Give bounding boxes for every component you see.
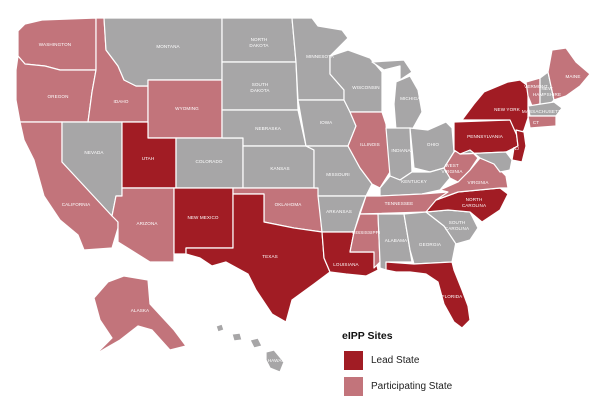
label-north-carolina-2: CAROLINA: [462, 203, 487, 208]
label-new-hampshire-2: HAMPSHIRE: [533, 92, 561, 97]
label-oklahoma: OKLAHOMA: [275, 202, 303, 207]
state-labels: WASHINGTON OREGON CALIFORNIA IDAHO NEVAD…: [39, 37, 581, 363]
label-kentucky: KENTUCKY: [401, 179, 427, 184]
state-connecticut-ri: [527, 115, 557, 129]
label-mississippi: MISSISSIPPI: [352, 230, 380, 235]
label-minnesota: MINNESOTA: [306, 54, 335, 59]
label-connecticut: CT: [533, 120, 539, 125]
label-west-virginia-2: VIRGINIA: [442, 169, 464, 174]
label-virginia: VIRGINIA: [468, 180, 490, 185]
state-maine: [547, 47, 591, 101]
label-montana: MONTANA: [156, 44, 180, 49]
label-wyoming: WYOMING: [175, 106, 199, 111]
label-new-mexico: NEW MEXICO: [187, 215, 218, 220]
state-massachusetts: [527, 101, 563, 117]
legend-swatch-participating: [344, 377, 363, 396]
label-washington: WASHINGTON: [39, 42, 71, 47]
label-california: CALIFORNIA: [62, 202, 91, 207]
state-montana: [103, 17, 223, 87]
legend-title: eIPP Sites: [342, 330, 393, 342]
state-hawaii: [215, 323, 285, 373]
state-alaska: [93, 275, 187, 355]
label-illinois: ILLINOIS: [360, 142, 380, 147]
label-arkansas: ARKANSAS: [326, 209, 352, 214]
label-south-dakota-2: DAKOTA: [250, 88, 270, 93]
label-colorado: COLORADO: [195, 159, 222, 164]
label-pennsylvania: PENNSYLVANIA: [467, 134, 504, 139]
label-idaho: IDAHO: [113, 99, 128, 104]
label-west-virginia-1: WEST: [445, 163, 459, 168]
legend-swatch-lead: [344, 351, 363, 370]
label-south-carolina-2: CAROLINA: [445, 226, 470, 231]
label-indiana: INDIANA: [391, 148, 411, 153]
label-maine: MAINE: [565, 74, 580, 79]
label-florida: FLORIDA: [442, 294, 463, 299]
label-texas: TEXAS: [262, 254, 278, 259]
label-oregon: OREGON: [47, 94, 68, 99]
label-north-dakota-1: NORTH: [251, 37, 268, 42]
label-new-hampshire-1: NEW: [541, 86, 553, 91]
label-alaska: ALASKA: [131, 308, 150, 313]
label-nebraska: NEBRASKA: [255, 126, 282, 131]
label-tennessee: TENNESSEE: [385, 201, 414, 206]
label-georgia: GEORGIA: [419, 242, 442, 247]
legend-item-participating: Participating State: [344, 377, 452, 396]
label-new-jersey: NJ: [513, 146, 519, 151]
label-massachusetts: MASSACHUSETTS: [522, 109, 564, 114]
label-nevada: NEVADA: [84, 150, 104, 155]
legend-label-lead: Lead State: [371, 355, 420, 366]
state-indiana: [385, 127, 413, 181]
label-south-carolina-1: SOUTH: [449, 220, 466, 225]
state-new-jersey: [511, 129, 527, 163]
label-louisiana: LOUISIANA: [333, 262, 359, 267]
label-south-dakota-1: SOUTH: [252, 82, 269, 87]
label-vermont: VERMONT: [524, 84, 548, 89]
state-delaware-maryland: [459, 149, 513, 173]
label-iowa: IOWA: [320, 120, 333, 125]
label-arizona: ARIZONA: [136, 221, 158, 226]
state-illinois: [347, 111, 391, 189]
label-kansas: KANSAS: [270, 166, 289, 171]
label-ohio: OHIO: [427, 142, 439, 147]
state-texas: [185, 193, 331, 323]
state-florida: [385, 261, 471, 329]
label-michigan: MICHIGAN: [400, 96, 424, 101]
label-north-carolina-1: NORTH: [466, 197, 483, 202]
label-hawaii: HAWAII: [268, 358, 285, 363]
map-legend: eIPP Sites Lead State Participating Stat…: [342, 330, 542, 396]
legend-item-lead: Lead State: [344, 351, 419, 370]
state-michigan: [371, 59, 423, 131]
label-alabama: ALABAMA: [385, 238, 408, 243]
label-north-dakota-2: DAKOTA: [249, 43, 269, 48]
legend-label-participating: Participating State: [371, 381, 453, 392]
label-utah: UTAH: [142, 156, 155, 161]
label-new-york: NEW YORK: [494, 107, 521, 112]
label-missouri: MISSOURI: [326, 172, 350, 177]
label-wisconsin: WISCONSIN: [352, 85, 379, 90]
state-new-mexico: [173, 187, 234, 255]
